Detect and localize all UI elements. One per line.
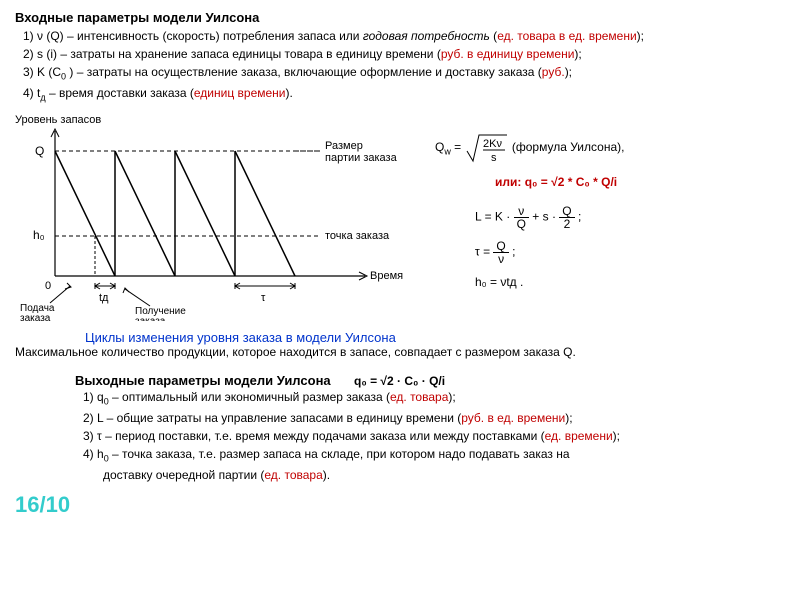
svg-text:h₀: h₀ [33, 228, 45, 242]
param-4: 4) tд – время доставки заказа (единиц вр… [23, 84, 785, 105]
h0-formula: h₀ = νtд . [475, 275, 785, 289]
svg-text:точка заказа: точка заказа [325, 230, 390, 242]
alt-formula: или: q₀ = √2 * C₀ * Q/i [495, 175, 785, 189]
out-param-3: 3) τ – период поставки, т.е. время между… [83, 427, 785, 445]
cycles-subtitle: Максимальное количество продукции, котор… [15, 345, 785, 359]
out-param-1: 1) q0 – оптимальный или экономичный разм… [83, 388, 785, 409]
svg-text:заказа: заказа [135, 316, 166, 321]
svg-text:τ: τ [261, 292, 266, 304]
param-1: 1) ν (Q) – интенсивность (скорость) потр… [23, 27, 785, 45]
svg-text:Размер: Размер [325, 140, 363, 152]
input-params-title: Входные параметры модели Уилсона [15, 10, 785, 25]
x-axis-label: Время [370, 270, 403, 282]
param-2: 2) s (i) – затраты на хранение запаса ед… [23, 45, 785, 63]
svg-text:2Kν: 2Kν [483, 138, 502, 150]
wilson-formula: Qw = 2Kν s (формула Уилсона), [435, 131, 785, 165]
l-formula: L = K · νQ + s · Q2 ; [475, 205, 785, 230]
input-params-list: 1) ν (Q) – интенсивность (скорость) потр… [23, 27, 785, 105]
svg-text:Q: Q [35, 144, 44, 158]
param-3: 3) K (C0 ) – затраты на осуществление за… [23, 63, 785, 84]
svg-text:заказа: заказа [20, 313, 51, 321]
inventory-chart: Уровень запасов Время Q h₀ tд [15, 111, 415, 324]
svg-text:0: 0 [45, 280, 51, 292]
tau-formula: τ = Qν ; [475, 240, 785, 265]
out-param-4: 4) h0 – точка заказа, т.е. размер запаса… [83, 445, 785, 484]
out-param-2: 2) L – общие затраты на управление запас… [83, 409, 785, 427]
formulas-column: Qw = 2Kν s (формула Уилсона), или: q₀ = … [415, 111, 785, 324]
output-heading-row: Выходные параметры модели Уилсона q₀ = √… [15, 373, 785, 388]
svg-text:tд: tд [99, 292, 109, 304]
slide-number: 16/10 [15, 492, 785, 518]
svg-text:s: s [491, 152, 497, 164]
y-axis-label: Уровень запасов [15, 114, 101, 126]
output-params-list: 1) q0 – оптимальный или экономичный разм… [83, 388, 785, 484]
svg-text:партии заказа: партии заказа [325, 152, 398, 164]
output-q0-formula: q₀ = √2 · C₀ · Q/i [354, 374, 445, 388]
output-params-title: Выходные параметры модели Уилсона [75, 373, 331, 388]
cycles-title: Циклы изменения уровня заказа в модели У… [85, 330, 785, 345]
